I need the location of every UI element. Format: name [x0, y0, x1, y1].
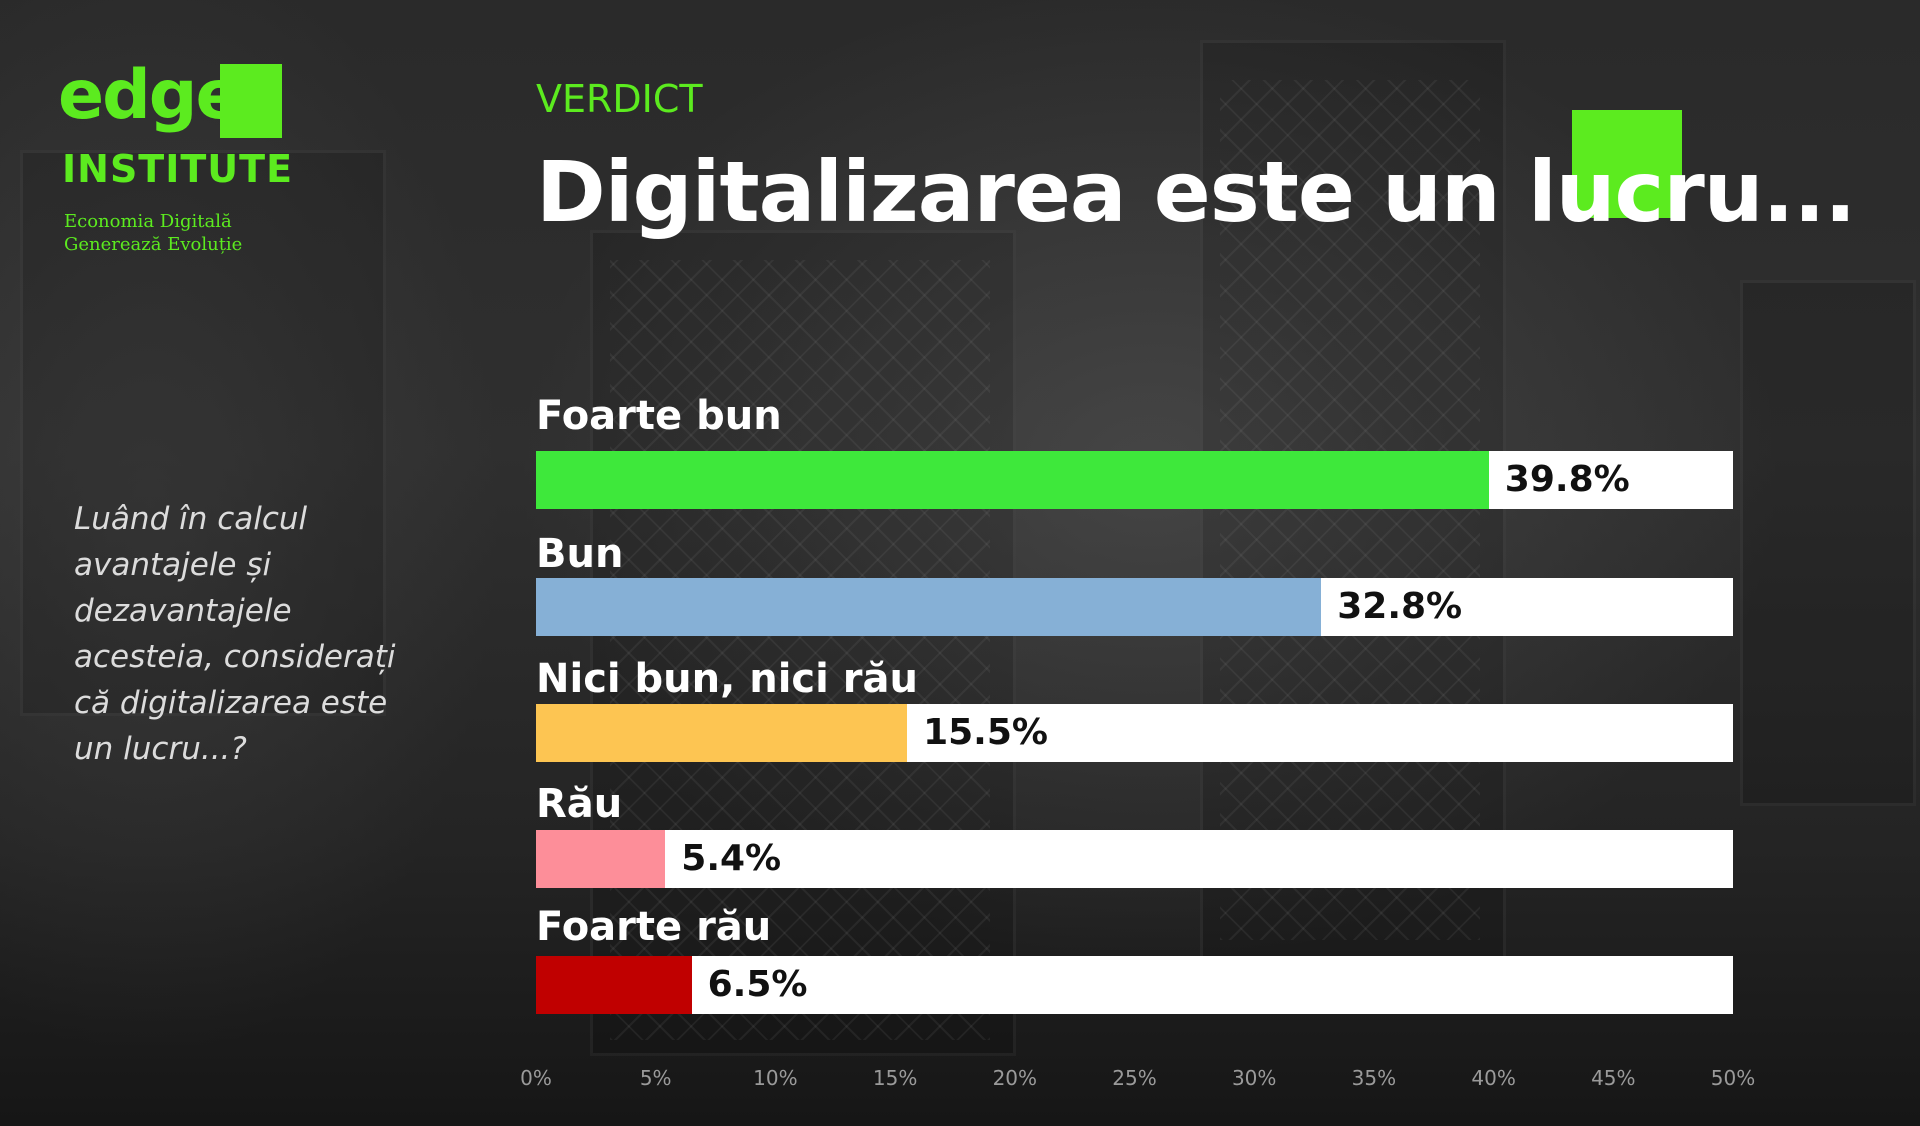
x-tick-label: 35%: [1351, 1066, 1397, 1090]
x-tick-label: 15%: [872, 1066, 918, 1090]
page-title: Digitalizarea este un lucru...: [536, 143, 1856, 241]
x-tick-label: 10%: [753, 1066, 798, 1090]
survey-question: Luând în calcul avantajele și dezavantaj…: [74, 501, 396, 767]
category-label: Bun: [536, 531, 624, 577]
category-label: Nici bun, nici rău: [536, 656, 918, 702]
category-label: Rău: [536, 781, 623, 827]
brand-logo-square: [220, 64, 282, 138]
bar-value-label: 6.5%: [707, 964, 808, 1005]
category-label: Foarte bun: [536, 393, 782, 439]
x-tick-label: 5%: [639, 1066, 672, 1090]
bar-value-label: 39.8%: [1504, 459, 1630, 500]
bar: [536, 451, 1489, 509]
background-window-left: [20, 150, 386, 716]
brand-logo: edge INSTITUTE Economia Digitală Generea…: [58, 62, 298, 262]
brand-logo-word: edge: [58, 56, 242, 135]
brand-tagline: Economia Digitală Generează Evoluție: [64, 210, 242, 256]
bar-track: 5.4%: [536, 830, 1733, 888]
bar: [536, 704, 908, 762]
bar-track: 15.5%: [536, 704, 1733, 762]
title-accent-square: [1572, 110, 1682, 218]
bar-value-label: 32.8%: [1337, 586, 1463, 627]
section-kicker: VERDICT: [536, 77, 703, 121]
background-shelves-right: [1740, 280, 1916, 806]
brand-tagline-line-1: Economia Digitală: [64, 211, 232, 232]
bar-value-label: 15.5%: [923, 712, 1048, 753]
brand-tagline-line-2: Generează Evoluție: [64, 234, 243, 255]
bar-track: 32.8%: [536, 578, 1733, 636]
bar: [536, 956, 692, 1014]
x-tick-label: 0%: [520, 1066, 552, 1090]
x-tick-label: 20%: [992, 1066, 1038, 1090]
bar-track: 6.5%: [536, 956, 1733, 1014]
brand-logo-subtitle: INSTITUTE: [62, 147, 294, 191]
background-lattice-right: [1220, 80, 1480, 940]
bar-track: 39.8%: [536, 451, 1733, 509]
background-lattice-mid: [610, 260, 990, 1040]
category-label: Foarte rău: [536, 904, 772, 950]
bar-value-label: 5.4%: [681, 838, 782, 879]
x-tick-label: 25%: [1112, 1066, 1157, 1090]
x-tick-label: 50%: [1710, 1066, 1756, 1090]
bar: [536, 578, 1322, 636]
x-tick-label: 40%: [1471, 1066, 1516, 1090]
bar: [536, 830, 666, 888]
x-tick-label: 45%: [1591, 1066, 1636, 1090]
x-tick-label: 30%: [1231, 1066, 1277, 1090]
background-window-mid: [590, 230, 1016, 1056]
